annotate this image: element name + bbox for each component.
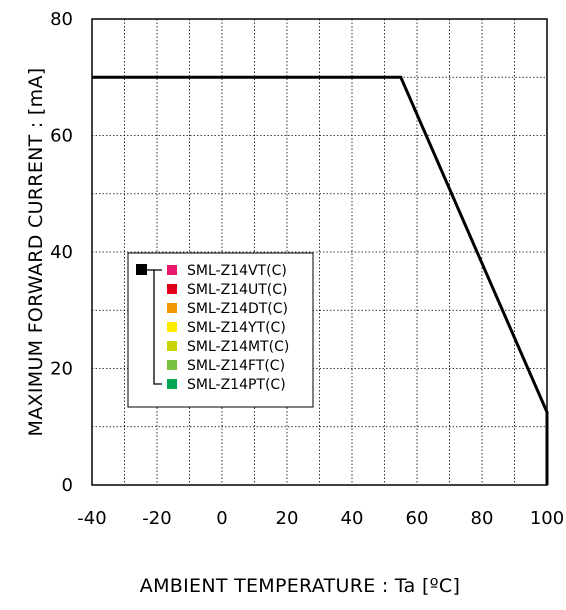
y-tick-label: 80 <box>50 9 73 30</box>
legend-series-marker <box>136 264 147 275</box>
legend: SML-Z14VT(C) SML-Z14UT(C) SML-Z14DT(C) SML-… <box>128 253 313 407</box>
legend-swatch <box>167 303 177 313</box>
legend-label: SML-Z14VT(C) <box>187 263 287 279</box>
x-tick-label: 40 <box>341 508 364 529</box>
legend-swatch <box>167 322 177 332</box>
legend-label: SML-Z14YT(C) <box>187 320 286 336</box>
x-tick-label: 100 <box>530 508 564 529</box>
x-tick-labels: -40 -20 0 20 40 60 80 100 <box>77 508 564 529</box>
y-tick-label: 40 <box>50 242 73 263</box>
legend-swatch <box>167 379 177 389</box>
legend-label: SML-Z14FT(C) <box>187 358 285 374</box>
legend-swatch <box>167 265 177 275</box>
x-tick-label: -20 <box>142 508 171 529</box>
y-tick-label: 0 <box>62 475 73 496</box>
y-tick-label: 20 <box>50 359 73 380</box>
legend-label: SML-Z14DT(C) <box>187 301 288 317</box>
y-tick-labels: 0 20 40 60 80 <box>50 9 73 496</box>
x-tick-label: 60 <box>406 508 429 529</box>
x-tick-label: 80 <box>471 508 494 529</box>
legend-label: SML-Z14PT(C) <box>187 377 286 393</box>
legend-swatch <box>167 341 177 351</box>
legend-label: SML-Z14UT(C) <box>187 282 287 298</box>
x-axis-title: AMBIENT TEMPERATURE : Ta [ºC] <box>140 575 460 597</box>
y-tick-label: 60 <box>50 126 73 147</box>
grid <box>92 19 547 485</box>
legend-label: SML-Z14MT(C) <box>187 339 289 355</box>
x-tick-label: 0 <box>216 508 227 529</box>
x-tick-label: -40 <box>77 508 106 529</box>
legend-swatch <box>167 284 177 294</box>
legend-swatch <box>167 360 177 370</box>
y-axis-title: MAXIMUM FORWARD CURRENT : [mA] <box>25 68 47 437</box>
x-tick-label: 20 <box>276 508 299 529</box>
